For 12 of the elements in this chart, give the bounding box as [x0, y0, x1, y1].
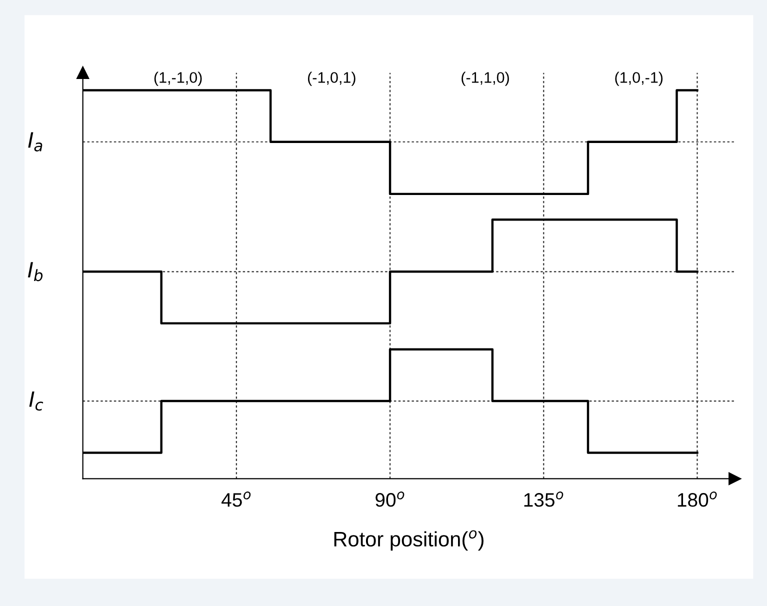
- text: (1,0,-1): [615, 72, 663, 86]
- text: (-1,1,0): [462, 72, 509, 86]
- text: (-1,0,1): [308, 72, 356, 86]
- x-axis-title: Rotor position($^{o}$): [334, 530, 484, 551]
- ref-line-label: I$_{b}$: [28, 262, 43, 282]
- x-tick-label: 135$^{o}$: [524, 492, 564, 507]
- x-tick-label: 90$^{o}$: [376, 492, 404, 507]
- ref-line-label: I$_{a}$: [28, 132, 42, 152]
- ref-line-label: I$_{c}$: [29, 391, 44, 411]
- x-tick-label: 180$^{o}$: [678, 492, 717, 507]
- text: (1,-1,0): [154, 72, 202, 86]
- x-tick-label: 45$^{o}$: [222, 492, 251, 507]
